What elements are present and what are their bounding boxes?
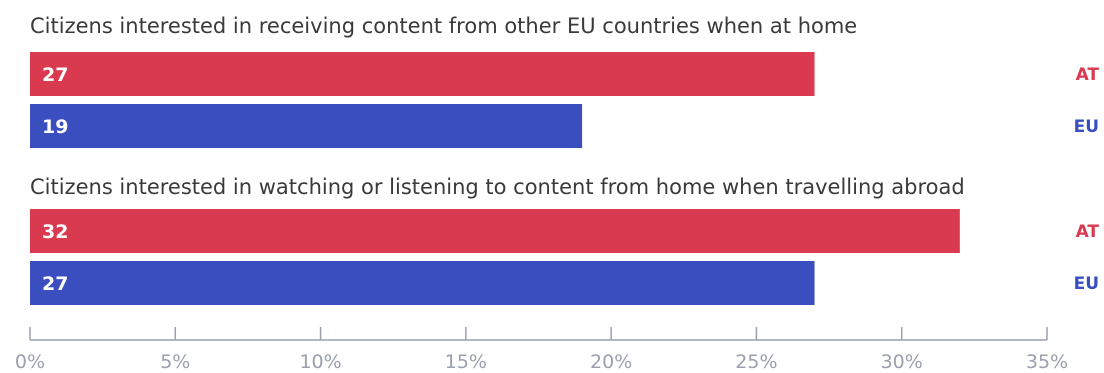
x-tick-label: 10% <box>299 351 341 373</box>
x-tick-label: 5% <box>160 351 190 373</box>
series-tag-at: AT <box>1076 222 1100 242</box>
bar-eu <box>30 261 815 305</box>
series-tag-eu: EU <box>1074 274 1099 294</box>
bar-at <box>30 52 815 96</box>
x-tick-label: 30% <box>881 351 923 373</box>
bar-value-label: 32 <box>42 221 68 243</box>
series-tag-eu: EU <box>1074 117 1099 137</box>
bar-value-label: 27 <box>42 273 68 295</box>
group-title: Citizens interested in receiving content… <box>30 14 857 38</box>
bar-value-label: 27 <box>42 64 68 86</box>
group-title: Citizens interested in watching or liste… <box>30 175 965 199</box>
x-tick-label: 0% <box>15 351 45 373</box>
x-tick-label: 35% <box>1026 351 1068 373</box>
x-tick-label: 15% <box>445 351 487 373</box>
series-tag-at: AT <box>1076 65 1100 85</box>
x-tick-label: 25% <box>735 351 777 373</box>
x-tick-label: 20% <box>590 351 632 373</box>
bar-at <box>30 209 960 253</box>
bar-eu <box>30 104 583 148</box>
bar-value-label: 19 <box>42 116 68 138</box>
